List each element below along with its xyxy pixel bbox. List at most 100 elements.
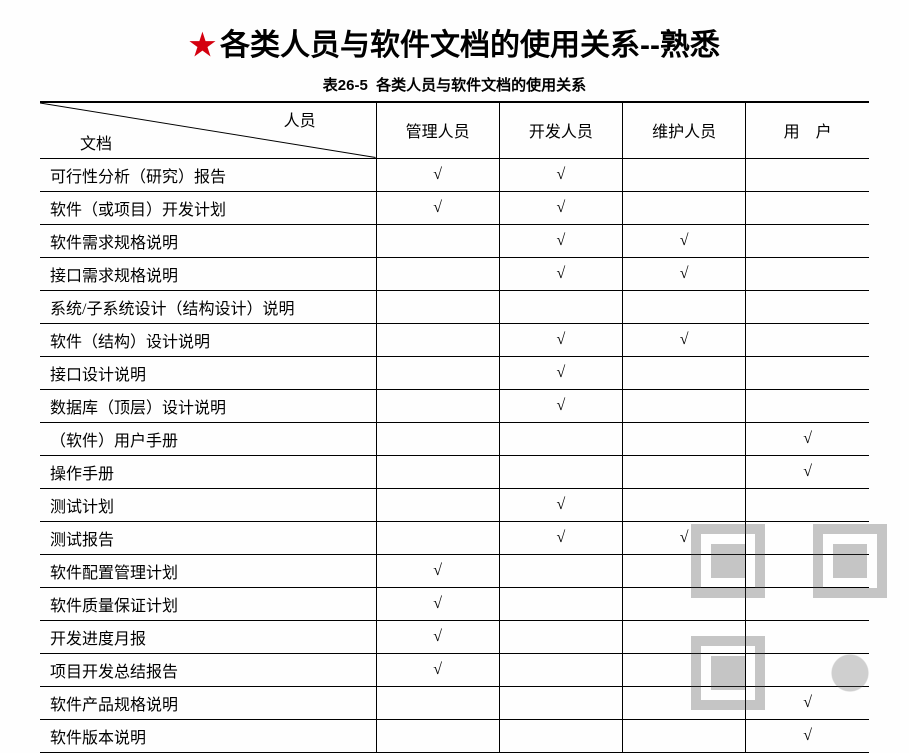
cell-mark: √ — [623, 323, 746, 356]
cell-mark — [499, 554, 622, 587]
cell-mark: √ — [746, 455, 869, 488]
relation-table: 人员 文档 管理人员 开发人员 维护人员 用 户 可行性分析（研究）报告√√软件… — [40, 101, 869, 753]
table-row: 软件（结构）设计说明 √√ — [40, 323, 869, 356]
row-name: 软件版本说明 — [40, 719, 376, 752]
cell-mark — [623, 719, 746, 752]
cell-mark — [623, 587, 746, 620]
row-name: 软件产品规格说明 — [40, 686, 376, 719]
cell-mark — [376, 290, 499, 323]
cell-mark — [499, 422, 622, 455]
cell-mark — [746, 620, 869, 653]
cell-mark — [376, 422, 499, 455]
row-name: 软件（结构）设计说明 — [40, 323, 376, 356]
caption-prefix: 表26-5 — [323, 77, 368, 94]
cell-mark — [376, 356, 499, 389]
cell-mark: √ — [499, 191, 622, 224]
cell-mark: √ — [376, 653, 499, 686]
star-icon: ★ — [189, 29, 216, 62]
cell-mark: √ — [499, 224, 622, 257]
row-name: 接口需求规格说明 — [40, 257, 376, 290]
caption-text: 各类人员与软件文档的使用关系 — [376, 77, 586, 94]
cell-mark: √ — [623, 224, 746, 257]
cell-mark — [746, 257, 869, 290]
cell-mark: √ — [376, 620, 499, 653]
table-row: （软件）用户手册√ — [40, 422, 869, 455]
table-row: 测试计划 √ — [40, 488, 869, 521]
cell-mark — [746, 554, 869, 587]
cell-mark — [623, 422, 746, 455]
cell-mark — [623, 455, 746, 488]
cell-mark — [623, 488, 746, 521]
row-name: 开发进度月报 — [40, 620, 376, 653]
cell-mark — [746, 224, 869, 257]
cell-mark: √ — [623, 521, 746, 554]
table-row: 数据库（顶层）设计说明√ — [40, 389, 869, 422]
cell-mark — [746, 587, 869, 620]
row-name: 操作手册 — [40, 455, 376, 488]
table-row: 软件需求规格说明√√ — [40, 224, 869, 257]
row-name: 接口设计说明 — [40, 356, 376, 389]
cell-mark: √ — [376, 554, 499, 587]
cell-mark — [746, 389, 869, 422]
cell-mark — [623, 191, 746, 224]
diag-label-top: 人员 — [284, 107, 316, 131]
table-row: 软件版本说明 √ — [40, 719, 869, 752]
cell-mark: √ — [499, 257, 622, 290]
table-row: 软件产品规格说明 √ — [40, 686, 869, 719]
cell-mark: √ — [376, 158, 499, 191]
cell-mark: √ — [746, 686, 869, 719]
row-name: 系统/子系统设计（结构设计）说明 — [40, 290, 376, 323]
table-row: 软件质量保证计划√ — [40, 587, 869, 620]
cell-mark: √ — [746, 719, 869, 752]
row-name: 项目开发总结报告 — [40, 653, 376, 686]
cell-mark: √ — [376, 191, 499, 224]
table-row: 项目开发总结报告√ — [40, 653, 869, 686]
cell-mark: √ — [499, 389, 622, 422]
diag-label-bottom: 文档 — [80, 130, 112, 154]
cell-mark — [746, 356, 869, 389]
cell-mark — [746, 323, 869, 356]
table-row: 操作手册 √ — [40, 455, 869, 488]
cell-mark — [746, 653, 869, 686]
row-name: （软件）用户手册 — [40, 422, 376, 455]
cell-mark: √ — [499, 323, 622, 356]
row-name: 可行性分析（研究）报告 — [40, 158, 376, 191]
cell-mark — [746, 158, 869, 191]
cell-mark — [623, 686, 746, 719]
cell-mark: √ — [499, 488, 622, 521]
cell-mark — [499, 620, 622, 653]
table-row: 接口需求规格说明√√ — [40, 257, 869, 290]
col-header: 用 户 — [746, 102, 869, 158]
cell-mark — [499, 290, 622, 323]
cell-mark — [623, 653, 746, 686]
cell-mark — [499, 455, 622, 488]
table-row: 软件（或项目）开发计划√√ — [40, 191, 869, 224]
table-row: 测试报告√√ — [40, 521, 869, 554]
row-name: 测试计划 — [40, 488, 376, 521]
cell-mark — [623, 620, 746, 653]
cell-mark — [376, 323, 499, 356]
cell-mark: √ — [499, 521, 622, 554]
cell-mark — [746, 191, 869, 224]
table-row: 可行性分析（研究）报告√√ — [40, 158, 869, 191]
row-name: 软件（或项目）开发计划 — [40, 191, 376, 224]
cell-mark — [376, 224, 499, 257]
col-header: 开发人员 — [499, 102, 622, 158]
col-header: 管理人员 — [376, 102, 499, 158]
cell-mark — [623, 389, 746, 422]
cell-mark — [746, 521, 869, 554]
cell-mark — [376, 389, 499, 422]
cell-mark — [376, 257, 499, 290]
cell-mark — [623, 290, 746, 323]
table-row: 系统/子系统设计（结构设计）说明 — [40, 290, 869, 323]
cell-mark — [623, 356, 746, 389]
page-title: ★各类人员与软件文档的使用关系--熟悉 — [40, 20, 869, 64]
diagonal-header: 人员 文档 — [40, 102, 376, 158]
cell-mark — [746, 488, 869, 521]
col-header: 维护人员 — [623, 102, 746, 158]
cell-mark: √ — [499, 356, 622, 389]
table-row: 软件配置管理计划√ — [40, 554, 869, 587]
cell-mark — [376, 488, 499, 521]
cell-mark — [376, 455, 499, 488]
table-row: 开发进度月报√ — [40, 620, 869, 653]
